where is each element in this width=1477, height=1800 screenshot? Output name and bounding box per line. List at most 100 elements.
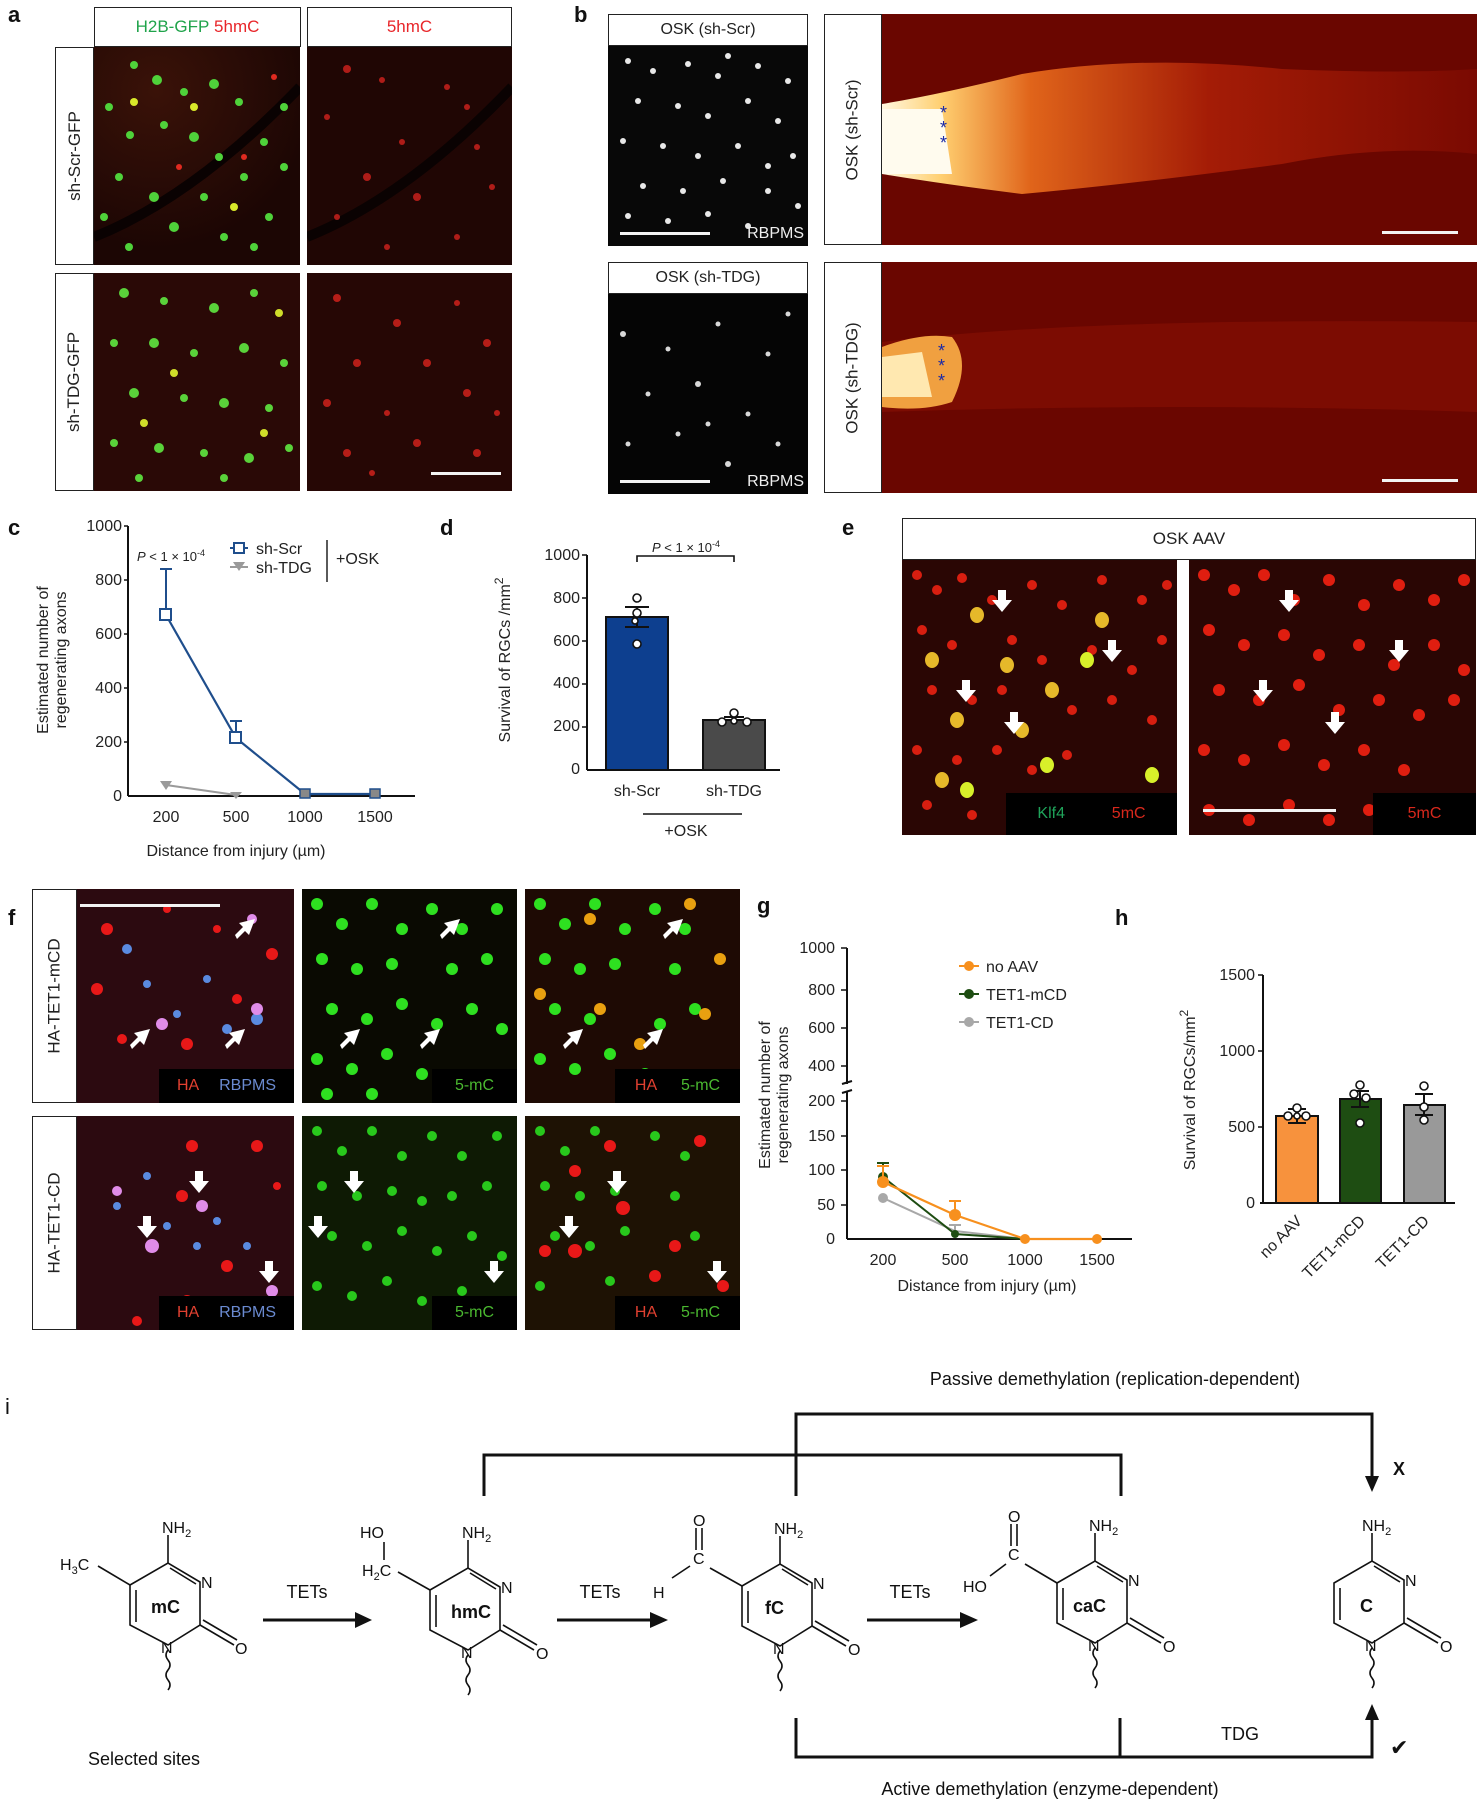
svg-text:400: 400 (95, 680, 122, 697)
arrow-up-icon (1365, 1704, 1379, 1720)
label-ha-5mc: HA 5-mC (615, 1296, 740, 1330)
svg-text:no AAV: no AAV (986, 959, 1039, 976)
svg-text:800: 800 (95, 572, 122, 589)
svg-text:500: 500 (223, 809, 250, 826)
molecule-C (1333, 1533, 1442, 1689)
row-label-text: sh-Scr-GFP (64, 111, 84, 201)
label-5mc: 5-mC (432, 1069, 517, 1103)
micrograph-f-mcd-merge: HA 5-mC (525, 889, 740, 1103)
panel-label-c: c (8, 515, 21, 540)
rbpms-label: RBPMS (747, 473, 804, 490)
svg-text:600: 600 (95, 626, 122, 643)
svg-text:1000: 1000 (544, 547, 580, 564)
svg-text:H: H (653, 1585, 665, 1602)
panel-label-e: e (842, 515, 855, 540)
panel-a-col-header-5hmc: 5hmC (307, 7, 512, 47)
molecule-mC (97, 1535, 238, 1691)
nuclei-dots (308, 1126, 507, 1306)
micrograph-f-mcd-ha-rbpms: HA RBPMS (77, 889, 294, 1103)
svg-text:400: 400 (553, 675, 580, 692)
chart-c-line: 1000 800 600 400 200 0 200 500 1000 1500 Distanc… (35, 518, 415, 860)
svg-text:800: 800 (808, 982, 835, 999)
svg-text:1000: 1000 (1219, 1043, 1255, 1060)
micrograph-f-mcd-5mc: 5-mC (302, 889, 517, 1103)
panel-e-header: OSK AAV (902, 518, 1476, 560)
svg-text:600: 600 (808, 1020, 835, 1037)
svg-text:0: 0 (113, 788, 122, 805)
svg-text:N: N (461, 1645, 473, 1662)
svg-text:N: N (501, 1580, 513, 1597)
panel-f-row-label-mcd: HA-TET1-mCD (32, 889, 77, 1103)
micrograph-a-tdg-5hmc (307, 273, 512, 491)
svg-text:Estimated number of: Estimated number of (757, 1021, 774, 1169)
micrograph-a-scr-5hmc (307, 47, 512, 265)
cross-mark-icon: X (1393, 1459, 1405, 1479)
svg-text:*: * (938, 341, 945, 361)
svg-text:1000: 1000 (287, 809, 323, 826)
nuclei-dots (323, 294, 500, 476)
scale-bar (80, 904, 220, 907)
ha-label: HA (634, 1077, 658, 1094)
svg-text:200: 200 (95, 734, 122, 751)
micrograph-e-merge: Klf4 5mC (902, 560, 1177, 835)
molecule-hmC (383, 1540, 538, 1696)
nerve-label-text: OSK (sh-Scr) (843, 78, 862, 181)
panel-b-header-tdg: OSK (sh-TDG) (608, 262, 808, 294)
svg-text:O: O (1440, 1639, 1452, 1656)
svg-text:800: 800 (553, 590, 580, 607)
svg-text:O: O (235, 1641, 247, 1658)
row-label-text: sh-TDG-GFP (64, 331, 84, 433)
svg-text:HO: HO (360, 1525, 384, 1542)
svg-text:O: O (693, 1513, 705, 1530)
svg-text:*: * (938, 356, 945, 376)
svg-text:sh-TDG: sh-TDG (706, 783, 762, 800)
bar-tet1-mcd (1339, 1098, 1382, 1204)
h2b-gfp-label: H2B-GFP (135, 17, 210, 36)
bar-no-aav (1275, 1115, 1319, 1204)
svg-text:+OSK: +OSK (664, 823, 707, 840)
arrow-icon (1253, 590, 1409, 734)
svg-text:HO: HO (963, 1579, 987, 1596)
x-ticks: 200 500 1000 1500 (153, 809, 393, 826)
svg-text:N: N (813, 1576, 825, 1593)
panel-label-h: h (1115, 905, 1129, 930)
scale-bar (1203, 809, 1336, 812)
svg-text:TET1-mCD: TET1-mCD (986, 987, 1067, 1004)
arrow-icon (137, 1171, 279, 1283)
nuclei-dots (620, 53, 801, 229)
svg-text:NH2: NH2 (462, 1525, 491, 1545)
y-ticks: 1000 800 600 400 200 0 (86, 518, 122, 805)
svg-text:NH2: NH2 (1362, 1518, 1391, 1538)
svg-text:Distance from injury (µm): Distance from injury (µm) (897, 1278, 1076, 1295)
asterisk: * (940, 103, 947, 123)
micrograph-rbpms-tdg: RBPMS (608, 294, 808, 494)
panel-a-row-label-tdg: sh-TDG-GFP (55, 273, 94, 491)
rbpms-label: RBPMS (747, 225, 804, 242)
nuclei-dots (112, 1140, 281, 1326)
nerve-label-text: OSK (sh-TDG) (843, 321, 863, 434)
svg-text:sh-Scr: sh-Scr (614, 783, 661, 800)
micrograph-f-cd-ha-rbpms: HA RBPMS (77, 1116, 294, 1330)
nuclei-dots (620, 311, 791, 467)
ha-label: HA (176, 1304, 200, 1321)
svg-text:TET1-mCD: TET1-mCD (1300, 1213, 1369, 1282)
svg-text:N: N (773, 1641, 785, 1658)
tdg-label: TDG (1221, 1724, 1259, 1744)
nuclei-dots (91, 905, 278, 1050)
fC-label: fC (765, 1598, 784, 1618)
ha-label: HA (634, 1304, 658, 1321)
micrograph-nerve-tdg: * * * (882, 262, 1477, 493)
label-ha-rbpms: HA RBPMS (159, 1069, 294, 1103)
nuclei-dots (912, 570, 1172, 825)
klf4-label: Klf4 (1037, 805, 1065, 822)
selected-sites-label: Selected sites (88, 1749, 200, 1769)
C-label: C (1360, 1596, 1373, 1616)
svg-text:200: 200 (553, 718, 580, 735)
nuclei-dots (94, 61, 300, 251)
svg-text:sh-TDG: sh-TDG (256, 560, 312, 577)
nuclei-dots (307, 65, 512, 250)
scale-bar (431, 472, 501, 475)
hmC-caC-bracket (482, 1453, 1123, 1496)
micrograph-nerve-scr: * * * (882, 14, 1477, 245)
panel-b-nerve-label-scr: OSK (sh-Scr) (824, 14, 882, 245)
